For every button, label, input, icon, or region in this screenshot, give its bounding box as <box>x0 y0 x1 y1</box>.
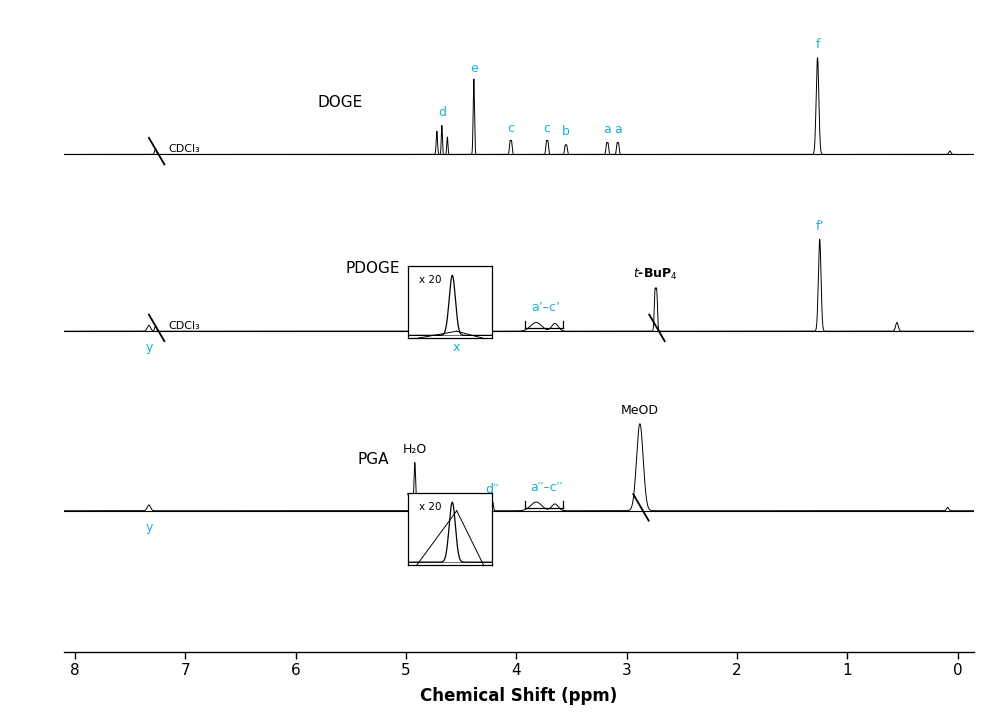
Text: b: b <box>562 125 570 138</box>
X-axis label: Chemical Shift (ppm): Chemical Shift (ppm) <box>420 687 618 705</box>
Text: x: x <box>453 341 461 354</box>
Text: f’: f’ <box>816 220 824 233</box>
Text: y: y <box>146 521 153 534</box>
Text: a′′–c′′: a′′–c′′ <box>529 481 562 494</box>
Text: H₂O: H₂O <box>402 443 427 456</box>
Text: PDOGE: PDOGE <box>345 261 400 276</box>
Text: DOGE: DOGE <box>317 95 362 110</box>
Text: f: f <box>816 38 820 51</box>
Text: a’–c’: a’–c’ <box>531 301 561 314</box>
Text: PGA: PGA <box>357 451 389 467</box>
Text: x: x <box>453 521 461 534</box>
Text: d’: d’ <box>464 301 476 314</box>
Text: d: d <box>438 106 446 119</box>
Text: c: c <box>544 122 551 135</box>
Text: CDCl₃: CDCl₃ <box>168 320 200 330</box>
Text: x 20: x 20 <box>419 502 442 512</box>
Text: c: c <box>508 122 515 135</box>
Text: a: a <box>614 123 622 137</box>
Text: a: a <box>603 123 611 137</box>
Text: MeOD: MeOD <box>621 405 659 418</box>
Text: x 20: x 20 <box>419 275 442 285</box>
Text: d′′: d′′ <box>485 482 499 495</box>
Text: $\it{t}$-BuP$_4$: $\it{t}$-BuP$_4$ <box>634 267 678 282</box>
Text: y: y <box>146 341 153 354</box>
Text: e: e <box>470 62 477 75</box>
Text: e’: e’ <box>480 303 492 316</box>
Text: CDCl₃: CDCl₃ <box>168 144 200 154</box>
